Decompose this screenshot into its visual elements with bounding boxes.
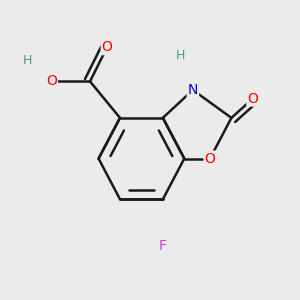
Text: H: H (23, 53, 32, 67)
Text: O: O (46, 74, 57, 88)
Text: O: O (248, 92, 258, 106)
Text: H: H (175, 49, 185, 62)
Text: O: O (102, 40, 112, 54)
Text: O: O (205, 152, 215, 166)
Text: N: N (188, 83, 198, 97)
Text: F: F (159, 239, 167, 254)
